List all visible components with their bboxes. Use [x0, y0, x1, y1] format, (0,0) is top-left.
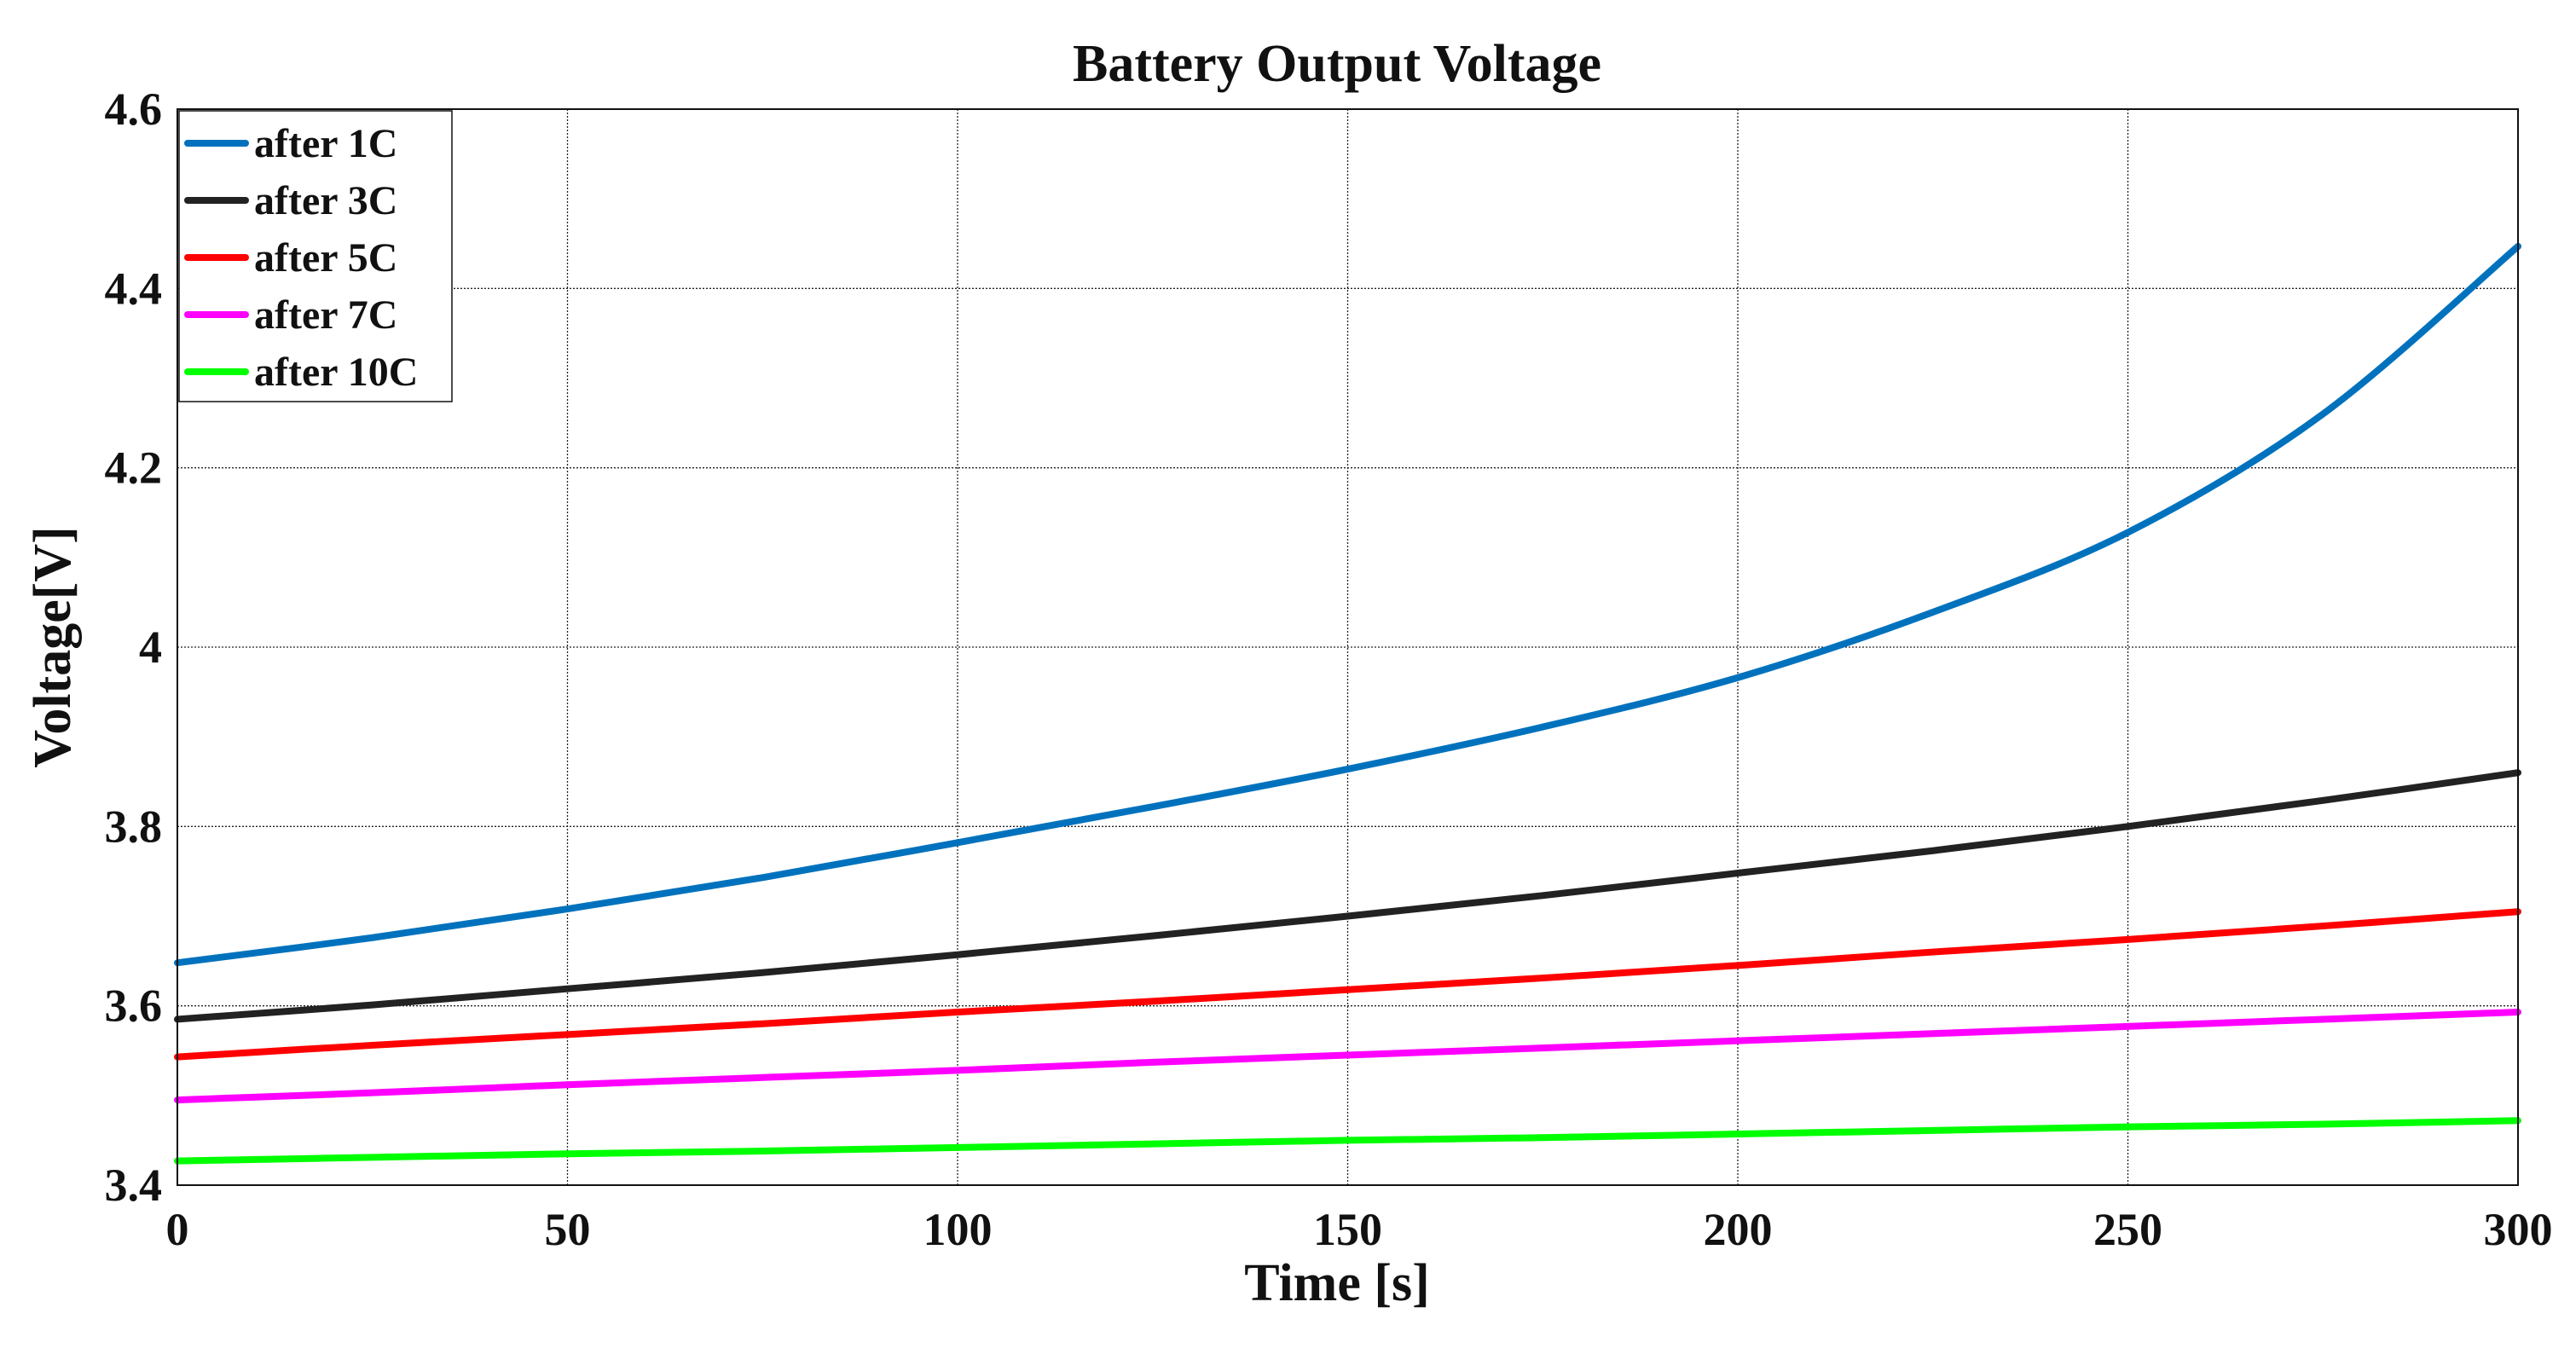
y-tick-label: 4.2 [105, 443, 163, 494]
y-tick-label: 3.4 [105, 1160, 163, 1211]
x-tick-label: 0 [166, 1204, 189, 1255]
series-line-after-10c [174, 1117, 2521, 1165]
x-axis-label: Time [s] [1244, 1254, 1430, 1312]
legend: after 1C after 3C after 5C after 7C after 10… [178, 110, 453, 402]
x-axis-ticks: 0 50 100 150 200 250 300 [166, 1204, 2553, 1255]
legend-label: after 5C [254, 235, 397, 281]
y-axis-ticks: 3.4 3.6 3.8 4 4.2 4.4 4.6 [105, 84, 163, 1211]
legend-label: after 3C [254, 178, 397, 223]
grid-lines [177, 109, 2518, 1185]
series-layer [174, 242, 2521, 1165]
y-tick-label: 4.6 [105, 84, 163, 135]
y-axis-label: Voltage[V] [24, 526, 82, 768]
y-tick-label: 3.8 [105, 801, 163, 852]
series-line-after-1c [174, 242, 2521, 967]
x-tick-label: 50 [545, 1204, 591, 1255]
series-line-after-3c [174, 769, 2521, 1023]
x-tick-label: 150 [1313, 1204, 1382, 1255]
x-tick-label: 300 [2484, 1204, 2553, 1255]
x-tick-label: 250 [2093, 1204, 2162, 1255]
y-tick-label: 4 [139, 622, 162, 673]
y-tick-label: 3.6 [105, 981, 163, 1032]
legend-label: after 1C [254, 121, 397, 166]
chart-title: Battery Output Voltage [1073, 35, 1601, 93]
series-line-after-7c [174, 1009, 2521, 1104]
series-line-after-5c [174, 908, 2521, 1061]
y-tick-label: 4.4 [105, 263, 163, 314]
plot-area-frame [177, 108, 2519, 1186]
legend-label: after 10C [254, 350, 418, 395]
legend-label: after 7C [254, 292, 397, 338]
x-tick-label: 200 [1704, 1204, 1773, 1255]
x-tick-label: 100 [923, 1204, 993, 1255]
